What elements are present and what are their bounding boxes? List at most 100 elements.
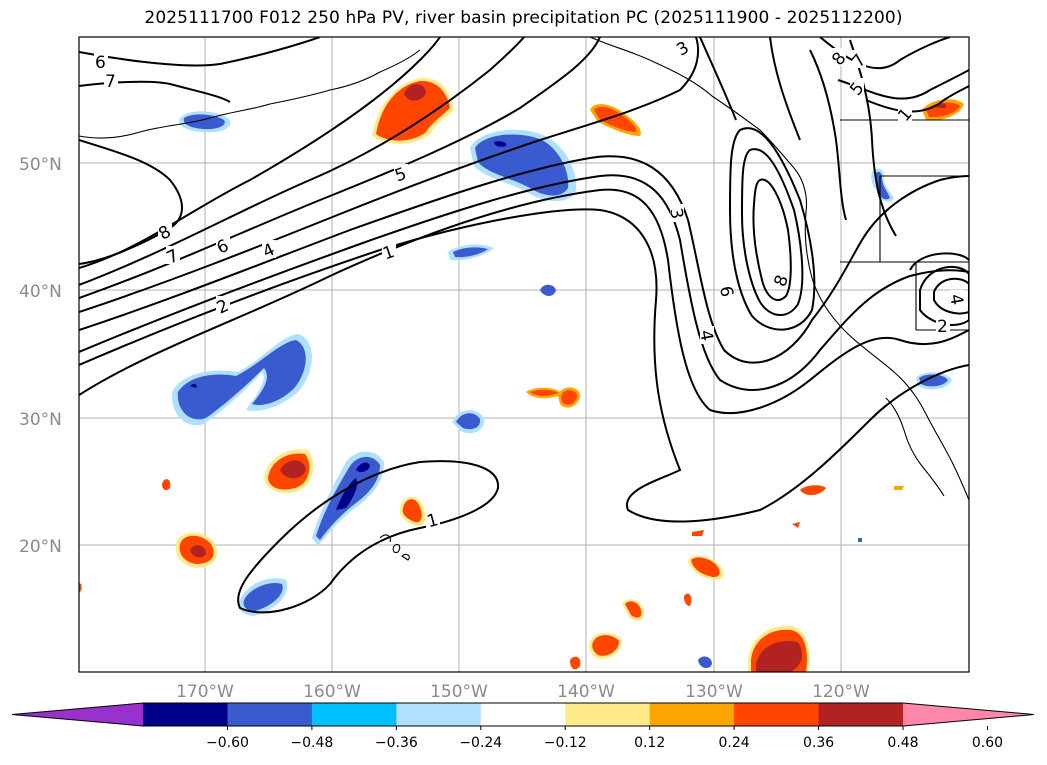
hawaii-coast — [379, 534, 410, 561]
pv-contour-ne-7 — [865, 85, 969, 113]
neg-patch — [190, 383, 197, 388]
colorbar-box — [227, 703, 313, 726]
neg-patch — [453, 247, 488, 258]
lat-label-20n: 20°N — [19, 537, 62, 557]
pos-patch — [894, 486, 904, 490]
colorbar-tick-label: −0.48 — [290, 735, 333, 751]
map-content: 6 7 8 7 6 4 2 5 1 3 3 4 6 8 — [79, 37, 969, 672]
contour-label: 4 — [945, 293, 967, 307]
contour-label: 6 — [715, 285, 737, 299]
neg-patch — [858, 538, 862, 542]
colorbar-box — [480, 703, 566, 726]
colorbar-tick-label: −0.36 — [375, 735, 418, 751]
pv-contour-8-left — [79, 139, 183, 265]
pos-patch — [376, 80, 450, 141]
na-west-coast — [589, 37, 969, 501]
neg-patch — [475, 134, 569, 196]
contour-label: 1 — [425, 510, 441, 532]
colorbar-box — [734, 703, 820, 726]
pv-contour-ne-2 — [769, 37, 801, 141]
lat-label-40n: 40°N — [19, 282, 62, 302]
pv-contour-3 — [79, 174, 969, 391]
pv-contour-1 — [79, 208, 969, 523]
colorbar-tick-label: −0.24 — [459, 735, 502, 751]
lon-label-170w: 170°W — [176, 682, 234, 702]
contour-label: 2 — [937, 317, 948, 337]
colorbar-box — [649, 703, 735, 726]
pos-patch — [756, 640, 803, 672]
baja-coast — [885, 397, 945, 497]
pv-contour-trough-mid — [740, 148, 804, 316]
pv-contour-6-top — [79, 37, 321, 67]
neg-patch — [919, 374, 948, 387]
pos-patch — [404, 83, 426, 101]
lon-label-150w: 150°W — [430, 682, 488, 702]
pos-patch — [530, 389, 558, 396]
pos-patch — [402, 499, 422, 523]
contour-label: 3 — [665, 207, 687, 221]
contour-label: 4 — [695, 329, 717, 343]
pv-contours — [79, 37, 969, 614]
colorbar-outline — [11, 702, 1035, 727]
colorbar-tick-label: 0.48 — [887, 735, 918, 751]
negative-pc-patches — [171, 111, 952, 669]
pos-patch — [561, 390, 577, 405]
pos-patch — [792, 522, 800, 528]
pv-contour-trough-outer — [728, 127, 816, 331]
neg-patch — [183, 114, 225, 130]
colorbar: −0.60 −0.48 −0.36 −0.24 −0.12 0.12 0.24 0.36 0.4… — [11, 702, 1035, 751]
pos-patch — [190, 545, 206, 558]
pv-contour-7 — [79, 37, 525, 286]
colorbar-extend-max — [903, 703, 1034, 726]
pv-contour-labels: 6 7 8 7 6 4 2 5 1 3 3 4 6 8 — [94, 38, 967, 532]
pos-patch — [592, 635, 619, 656]
neg-patch — [356, 462, 370, 473]
pos-patch — [800, 485, 826, 496]
lat-label-30n: 30°N — [19, 410, 62, 430]
contour-label: 7 — [105, 72, 116, 92]
pv-contour-ne-3 — [809, 49, 847, 221]
pos-patch — [691, 557, 720, 577]
colorbar-box — [396, 703, 482, 726]
colorbar-tick-label: −0.12 — [544, 735, 587, 751]
neg-patch — [456, 413, 481, 430]
colorbar-tick-label: 0.36 — [803, 735, 834, 751]
pv-contour-east-3 — [933, 277, 969, 315]
pos-patch — [162, 479, 171, 491]
lon-label-130w: 130°W — [685, 682, 743, 702]
colorbar-box — [565, 703, 651, 726]
colorbar-tick-label: 0.60 — [972, 735, 1003, 751]
pv-contour-east-1 — [909, 252, 969, 271]
pos-patch — [280, 460, 306, 479]
colorbar-box — [311, 703, 397, 726]
pos-patch — [936, 103, 947, 108]
pv-contour-6 — [79, 37, 601, 299]
pos-patch — [625, 601, 642, 618]
pv-contour-hawaii — [237, 460, 500, 614]
neg-patch — [243, 582, 283, 611]
neg-patch — [698, 656, 712, 669]
pv-contour-4 — [79, 155, 969, 364]
pos-patch — [684, 593, 692, 606]
pv-contour-8 — [79, 37, 441, 269]
pos-patch — [692, 530, 704, 536]
map-frame — [78, 36, 970, 673]
pv-contour-2 — [79, 188, 969, 414]
figure-title: 2025111700 F012 250 hPa PV, river basin … — [144, 8, 903, 28]
positive-pc-patches — [79, 77, 964, 672]
neg-patch — [540, 284, 556, 296]
neg-patch — [494, 141, 507, 147]
pos-patch — [594, 106, 637, 132]
lat-label-50n: 50°N — [19, 155, 62, 175]
colorbar-tick-label: −0.60 — [206, 735, 249, 751]
pos-patch — [570, 656, 581, 670]
colorbar-box — [818, 703, 904, 726]
pv-contour-trough-inner — [752, 178, 792, 301]
pv-contour-ne-1 — [699, 37, 737, 121]
colorbar-tick-label: 0.12 — [634, 735, 665, 751]
lon-label-140w: 140°W — [557, 682, 615, 702]
aleutian-coast — [79, 49, 421, 139]
lat-axis-labels: 50°N 40°N 30°N 20°N — [19, 155, 62, 557]
pos-patch — [79, 582, 82, 592]
colorbar-extend-min — [12, 703, 143, 726]
